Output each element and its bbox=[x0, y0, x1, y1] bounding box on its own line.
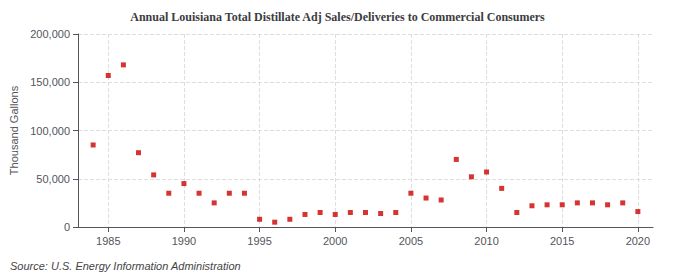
svg-text:2005: 2005 bbox=[399, 235, 423, 247]
svg-text:1995: 1995 bbox=[247, 235, 271, 247]
svg-text:Thousand Gallons: Thousand Gallons bbox=[8, 85, 20, 175]
svg-text:Annual Louisiana Total Distill: Annual Louisiana Total Distillate Adj Sa… bbox=[130, 10, 545, 24]
svg-text:100,000: 100,000 bbox=[30, 125, 70, 137]
svg-text:2000: 2000 bbox=[323, 235, 347, 247]
svg-text:200,000: 200,000 bbox=[30, 28, 70, 40]
svg-text:150,000: 150,000 bbox=[30, 76, 70, 88]
svg-text:1985: 1985 bbox=[96, 235, 120, 247]
svg-text:Source: U.S. Energy Informatio: Source: U.S. Energy Information Administ… bbox=[10, 260, 241, 272]
svg-text:2020: 2020 bbox=[626, 235, 650, 247]
svg-text:0: 0 bbox=[64, 221, 70, 233]
svg-text:2015: 2015 bbox=[550, 235, 574, 247]
svg-text:2010: 2010 bbox=[474, 235, 498, 247]
svg-text:1990: 1990 bbox=[172, 235, 196, 247]
svg-text:50,000: 50,000 bbox=[36, 173, 70, 185]
